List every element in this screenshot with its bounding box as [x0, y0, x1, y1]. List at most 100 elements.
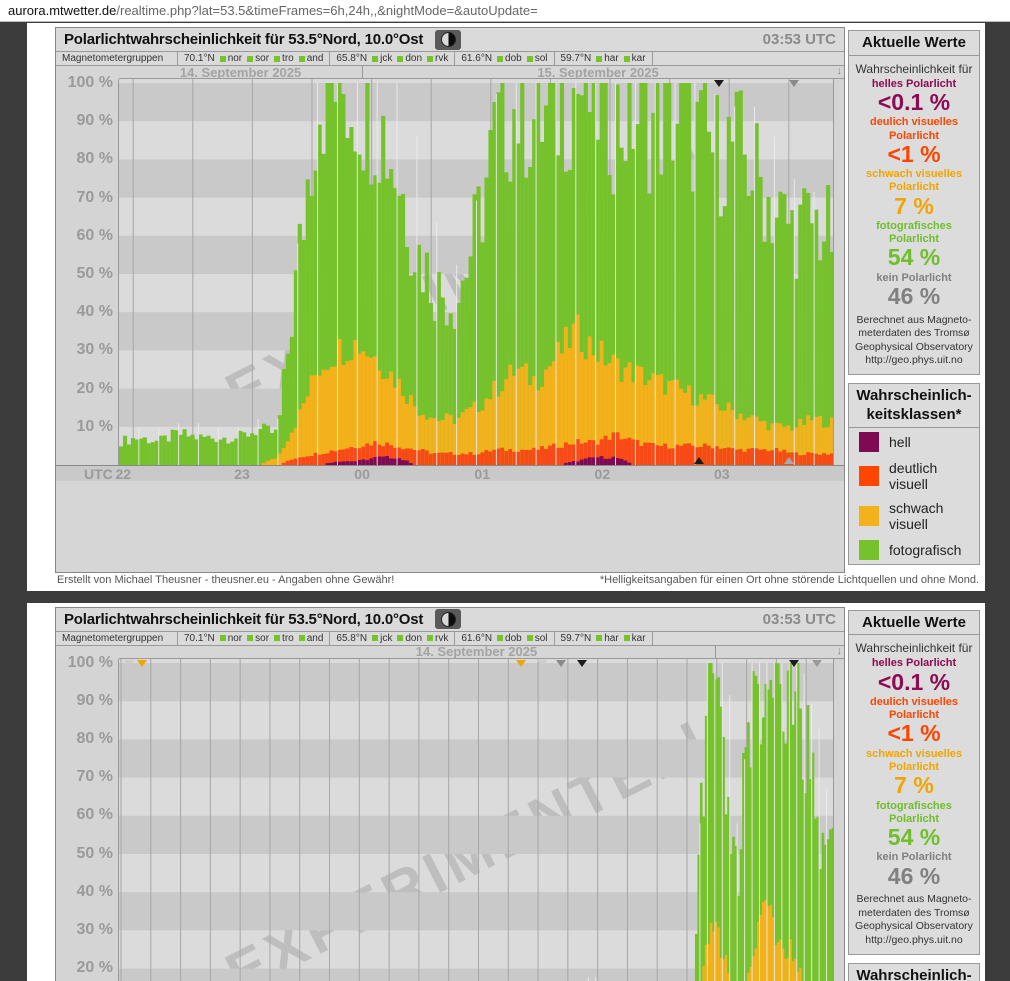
station-status-icon	[623, 635, 630, 642]
chart-header: Polarlichtwahrscheinlichkeit für 53.5°No…	[56, 607, 844, 632]
latitude-label: 70.1°N	[184, 632, 215, 644]
station-toggle-dob[interactable]: dob	[497, 633, 522, 644]
event-marker-down-icon	[124, 659, 134, 667]
moon-phase-button[interactable]	[435, 609, 462, 630]
event-marker-up-icon	[693, 457, 704, 464]
data-source-attribution[interactable]: Berechnet aus Magneto-meterdaten des Tro…	[851, 314, 977, 369]
y-axis-tick-label: 70 %	[76, 188, 113, 206]
station-toggle-dob[interactable]: dob	[497, 53, 522, 64]
latitude-label: 61.6°N	[461, 632, 493, 644]
current-time: 03:53 UTC	[762, 31, 836, 48]
station-status-icon	[596, 55, 603, 62]
y-axis-tick-label: 40 %	[76, 303, 113, 321]
magnetometer-group-label: Magnetometergruppen	[56, 631, 178, 645]
plot-area: EXPERIMENTELL	[119, 658, 834, 981]
y-axis-tick-label: 10 %	[76, 417, 113, 435]
legend-title: Wahrscheinlich-keitsklassen*	[849, 384, 979, 428]
station-toggle-sol[interactable]: sol	[526, 633, 548, 644]
current-values-title: Aktuelle Werte	[849, 31, 979, 56]
attribution-line: http://geo.phys.uit.no	[865, 354, 963, 367]
day-boundary-divider	[715, 645, 717, 658]
magnetometer-row-filler	[653, 52, 844, 65]
probability-value: 54 %	[887, 244, 941, 271]
moon-phase-icon	[440, 32, 456, 47]
magnetometer-group: 70.1°N nor sor tro and	[178, 631, 331, 645]
legend-label: hell	[889, 433, 911, 450]
probability-class-label: helles Polarlicht	[871, 657, 957, 670]
legend-title: Wahrscheinlich-keitsklassen*	[849, 964, 979, 981]
plot-area: EXPERIMENTELL	[119, 79, 834, 465]
magnetometer-group: 65.8°N jck don rvk	[330, 52, 456, 65]
station-toggle-jck[interactable]: jck	[372, 633, 392, 644]
current-time: 03:53 UTC	[762, 610, 836, 628]
current-time-arrow-icon: ↓	[836, 65, 843, 77]
station-toggle-and[interactable]: and	[298, 633, 323, 644]
moon-phase-button[interactable]	[435, 29, 462, 50]
station-status-icon	[298, 635, 305, 642]
station-status-icon	[397, 635, 404, 642]
y-axis-tick-label: 90 %	[76, 112, 113, 130]
station-toggle-kar[interactable]: kar	[623, 633, 646, 644]
station-toggle-rvk[interactable]: rvk	[427, 633, 448, 644]
probability-class-label: kein Polarlicht	[876, 271, 952, 284]
data-source-attribution[interactable]: Berechnet aus Magneto-meterdaten des Tro…	[851, 893, 977, 948]
station-toggle-nor[interactable]: nor	[219, 633, 242, 644]
probability-value: <0.1 %	[877, 88, 951, 115]
station-toggle-rvk[interactable]: rvk	[427, 53, 448, 64]
y-axis-tick-label: 60 %	[76, 226, 113, 244]
event-marker-down-icon	[536, 659, 547, 667]
station-status-icon	[526, 635, 533, 642]
station-toggle-sor[interactable]: sor	[247, 53, 269, 64]
plot-right-pad	[834, 79, 844, 465]
probability-intro: Wahrscheinlichkeit für	[855, 641, 973, 656]
plot-row: 100 %90 %80 %70 %60 %50 %40 %30 %20 %10 …	[56, 654, 844, 981]
station-toggle-har[interactable]: har	[596, 53, 619, 64]
legend-body: hell deutlich visuell schwach visuell fotog…	[849, 428, 979, 564]
attribution-line: meterdaten des Tromsø	[858, 906, 970, 919]
station-toggle-kar[interactable]: kar	[623, 53, 646, 64]
date-label: 14. September 2025	[415, 645, 538, 658]
probability-value: 7 %	[894, 772, 934, 799]
legend-label: fotografisch	[889, 541, 962, 558]
station-toggle-and[interactable]: and	[298, 53, 323, 64]
y-axis-tick-label: 100 %	[67, 74, 113, 91]
magnetometer-group-label: Magnetometergruppen	[56, 52, 178, 65]
station-toggle-har[interactable]: har	[596, 633, 619, 644]
magnetometer-group: 61.6°N dob sol	[455, 631, 555, 645]
stacked-area-chart	[119, 658, 833, 981]
section-24h: Polarlichtwahrscheinlichkeit für 53.5°No…	[55, 606, 985, 981]
y-axis-tick-label: 90 %	[76, 691, 113, 709]
latitude-label: 59.7°N	[560, 53, 592, 64]
station-status-icon	[596, 635, 603, 642]
latitude-label: 65.8°N	[336, 53, 368, 64]
sidebar-24h: Aktuelle Werte Wahrscheinlichkeit für hel…	[848, 607, 980, 981]
station-toggle-don[interactable]: don	[397, 53, 422, 64]
x-axis-tick-label: 03	[713, 466, 730, 482]
current-values-panel: Aktuelle Werte Wahrscheinlichkeit für hel…	[848, 609, 980, 955]
day-boundary-divider	[362, 66, 364, 78]
station-toggle-tro[interactable]: tro	[274, 633, 294, 644]
y-axis-tick-label: 60 %	[76, 806, 113, 824]
station-toggle-jck[interactable]: jck	[372, 53, 392, 64]
station-toggle-don[interactable]: don	[397, 633, 422, 644]
station-status-icon	[247, 55, 254, 62]
station-toggle-nor[interactable]: nor	[219, 53, 242, 64]
chart-block-6h: Polarlichtwahrscheinlichkeit für 53.5°No…	[55, 27, 845, 573]
date-row: 14. September 2025 15. September 2025 ↓	[119, 65, 844, 79]
probability-value: <1 %	[887, 720, 941, 747]
legend-item-schwach-visuell: schwach visuell	[849, 496, 979, 536]
page-content: Polarlichtwahrscheinlichkeit für 53.5°No…	[27, 23, 985, 981]
station-toggle-sol[interactable]: sol	[526, 53, 548, 64]
station-toggle-sor[interactable]: sor	[247, 633, 269, 644]
station-toggle-tro[interactable]: tro	[274, 53, 294, 64]
event-marker-down-icon	[555, 659, 566, 667]
moon-phase-icon	[440, 611, 456, 627]
y-axis: 100 % 90 % 80 % 70 % 60 % 50 % 40 % 30 % 20 % 10 …	[56, 74, 119, 465]
event-marker-down-icon	[788, 80, 799, 87]
current-values-body: Wahrscheinlichkeit für helles Polarlicht <…	[849, 635, 979, 953]
chart-title: Polarlichtwahrscheinlichkeit für 53.5°No…	[64, 31, 424, 48]
probability-value: 46 %	[887, 283, 941, 310]
footer-6h: Erstellt von Michael Theusner - theusner…	[55, 572, 981, 588]
url-bar[interactable]: aurora.mtwetter.de/realtime.php?lat=53.5…	[0, 0, 1010, 22]
